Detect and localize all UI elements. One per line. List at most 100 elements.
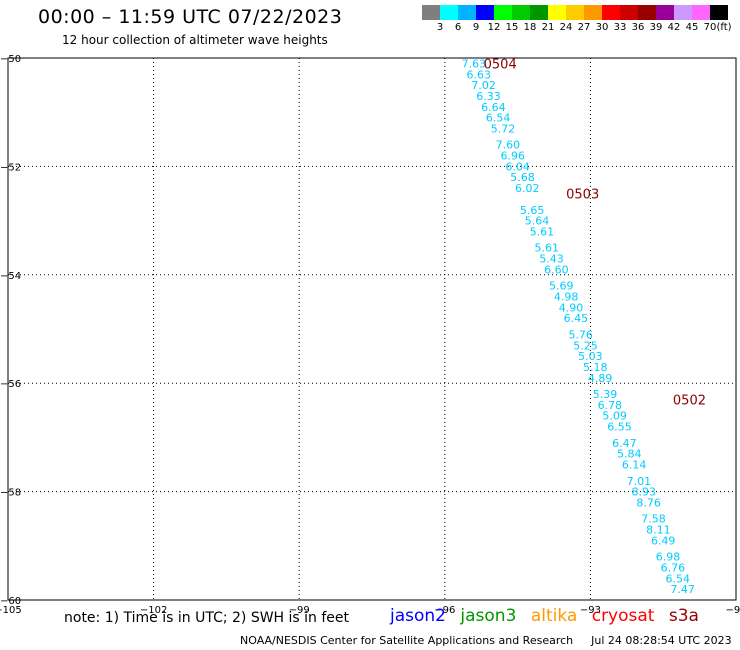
colorbar-label: 33 <box>613 22 627 33</box>
satellite-legend: jason2 jason3 altika cryosat s3a <box>390 606 708 626</box>
colorbar-swatch <box>512 5 530 20</box>
units-note: note: 1) Time is in UTC; 2) SWH is in fe… <box>64 610 350 626</box>
colorbar-label: 3 <box>436 22 444 33</box>
swh-value: 6.02 <box>515 182 540 195</box>
swh-value: 6.78 <box>598 399 623 412</box>
y-tick-label: −54 <box>0 271 21 282</box>
satellite-s3a: s3a <box>668 606 699 626</box>
colorbar-label: 15 <box>505 22 519 33</box>
x-tick-label: −96 <box>434 605 455 616</box>
colorbar-swatch <box>530 5 548 20</box>
swh-value: 7.02 <box>471 79 496 92</box>
colorbar-swatch <box>422 5 440 20</box>
colorbar-label: 21 <box>541 22 555 33</box>
swh-value: 5.68 <box>510 171 535 184</box>
timestamp-text: Jul 24 08:28:54 UTC 2023 <box>591 634 732 647</box>
swh-value: 5.25 <box>573 339 598 352</box>
swh-value: 5.76 <box>568 328 593 341</box>
time-mark: 0504 <box>484 57 517 72</box>
swh-value: 6.14 <box>622 459 647 472</box>
y-tick-label: −56 <box>0 379 21 390</box>
swh-value: 8.93 <box>632 486 657 499</box>
swh-value: 5.18 <box>583 361 608 374</box>
swh-value: 5.03 <box>578 350 603 363</box>
colorbar-label: 36 <box>631 22 645 33</box>
colorbar-swatch <box>656 5 674 20</box>
swh-value: 6.63 <box>467 68 492 81</box>
swh-value: 7.60 <box>496 139 521 152</box>
y-tick-label: −50 <box>0 54 21 65</box>
swh-value: 6.33 <box>476 90 501 103</box>
swh-value: 5.09 <box>602 410 627 423</box>
swh-value: 7.63 <box>462 57 487 70</box>
color-legend: 3 6 9 12 15 18 21 24 27 30 33 36 39 42 45 70 (ft) <box>422 5 732 35</box>
swh-value: 7.47 <box>670 583 695 596</box>
y-tick-label: −60 <box>0 596 21 607</box>
satellite-jason2: jason2 <box>390 606 446 626</box>
colorbar-unit: (ft) <box>716 22 732 33</box>
x-tick-label: −93 <box>580 605 601 616</box>
swh-value: 5.84 <box>617 448 642 461</box>
swh-value: 6.64 <box>481 101 506 114</box>
swh-value: 6.45 <box>564 312 589 325</box>
swh-value: 6.76 <box>661 561 686 574</box>
swh-value: 6.60 <box>544 263 569 276</box>
colorbar-swatch <box>620 5 638 20</box>
colorbar-swatch <box>548 5 566 20</box>
swh-value: 5.64 <box>525 215 550 228</box>
time-mark: 0502 <box>673 393 706 408</box>
colorbar-swatch <box>458 5 476 20</box>
plot-frame <box>7 57 737 601</box>
colorbar-label: 42 <box>667 22 681 33</box>
swh-value: 5.61 <box>530 225 555 238</box>
credit-text: NOAA/NESDIS Center for Satellite Applica… <box>240 634 574 647</box>
x-tick-label: −102 <box>140 605 167 616</box>
chart-title: 00:00 – 11:59 UTC 07/22/2023 <box>38 6 343 28</box>
swh-value: 7.58 <box>641 513 666 526</box>
colorbar-label: 39 <box>649 22 663 33</box>
swh-value: 6.54 <box>486 112 511 125</box>
swh-value: 6.49 <box>651 534 676 547</box>
swh-value: 5.69 <box>549 280 574 293</box>
swh-value: 5.65 <box>520 204 545 217</box>
colorbar-swatch <box>566 5 584 20</box>
swh-value: 6.98 <box>656 551 681 564</box>
colorbar-swatch <box>710 5 728 20</box>
colorbar-swatch <box>584 5 602 20</box>
colorbar-swatch <box>692 5 710 20</box>
x-tick-label: −99 <box>289 605 310 616</box>
satellite-altika: altika <box>530 606 578 626</box>
satellite-jason3: jason3 <box>460 606 517 626</box>
time-mark: 0503 <box>566 188 599 203</box>
swh-value: 7.01 <box>627 475 652 488</box>
colorbar-swatch <box>494 5 512 20</box>
swh-value: 6.47 <box>612 437 637 450</box>
colorbar-label: 6 <box>454 22 462 33</box>
swh-value: 4.98 <box>554 290 579 303</box>
swh-value: 6.54 <box>666 572 691 585</box>
swh-value: 8.11 <box>646 524 671 537</box>
colorbar-label: 18 <box>523 22 537 33</box>
swh-value: 5.72 <box>491 122 516 135</box>
footer: NOAA/NESDIS Center for Satellite Applica… <box>240 634 740 647</box>
colorbar-label: 24 <box>559 22 573 33</box>
swh-value: 6.04 <box>505 160 530 173</box>
colorbar-label: 9 <box>472 22 480 33</box>
colorbar-label: 45 <box>685 22 699 33</box>
swh-value: 6.55 <box>607 421 632 434</box>
swh-value: 5.43 <box>539 253 564 266</box>
colorbar-swatch <box>674 5 692 20</box>
y-tick-label: −58 <box>0 488 21 499</box>
swh-value: 8.76 <box>636 496 661 509</box>
swh-value: 6.96 <box>500 150 525 163</box>
swh-value: 4.89 <box>588 372 613 385</box>
colorbar-label: 27 <box>577 22 591 33</box>
colorbar-swatch <box>440 5 458 20</box>
swh-value: 5.61 <box>534 242 559 255</box>
x-tick-label: −90 <box>725 605 740 616</box>
colorbar-label: 30 <box>595 22 609 33</box>
colorbar-swatch <box>602 5 620 20</box>
colorbar-label: 12 <box>487 22 501 33</box>
swh-value: 4.90 <box>559 301 584 314</box>
swh-value: 5.39 <box>593 388 618 401</box>
